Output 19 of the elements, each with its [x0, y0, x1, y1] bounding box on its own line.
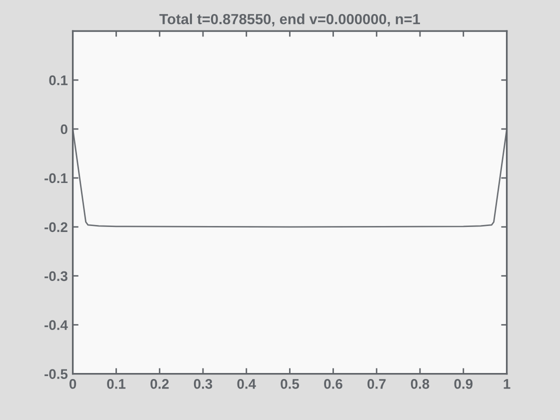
x-tick-label: 0	[69, 379, 76, 389]
x-tick-label: 0.3	[194, 379, 212, 389]
x-tick-label: 0.4	[237, 379, 256, 389]
x-tick-label: 1	[504, 379, 510, 389]
chart-title: Total t=0.878550, end v=0.000000, n=1	[159, 14, 420, 26]
y-tick-label: 0.1	[49, 75, 68, 86]
y-tick-label: -0.2	[44, 222, 68, 232]
y-tick-label: -0.5	[44, 369, 68, 379]
y-tick-label: -0.1	[44, 173, 68, 184]
y-tick-label: -0.4	[44, 320, 68, 330]
x-tick-label: 0.2	[150, 379, 169, 389]
y-tick-label: 0	[60, 124, 68, 134]
x-tick-label: 0.9	[454, 379, 473, 389]
x-tick-label: 0.8	[410, 379, 430, 389]
x-tick-label: 0.6	[324, 379, 342, 389]
x-tick-label: 0.1	[107, 379, 126, 389]
x-tick-label: 0.5	[280, 379, 300, 389]
y-tick-label: -0.3	[44, 271, 68, 282]
x-tick-label: 0.7	[367, 379, 386, 389]
